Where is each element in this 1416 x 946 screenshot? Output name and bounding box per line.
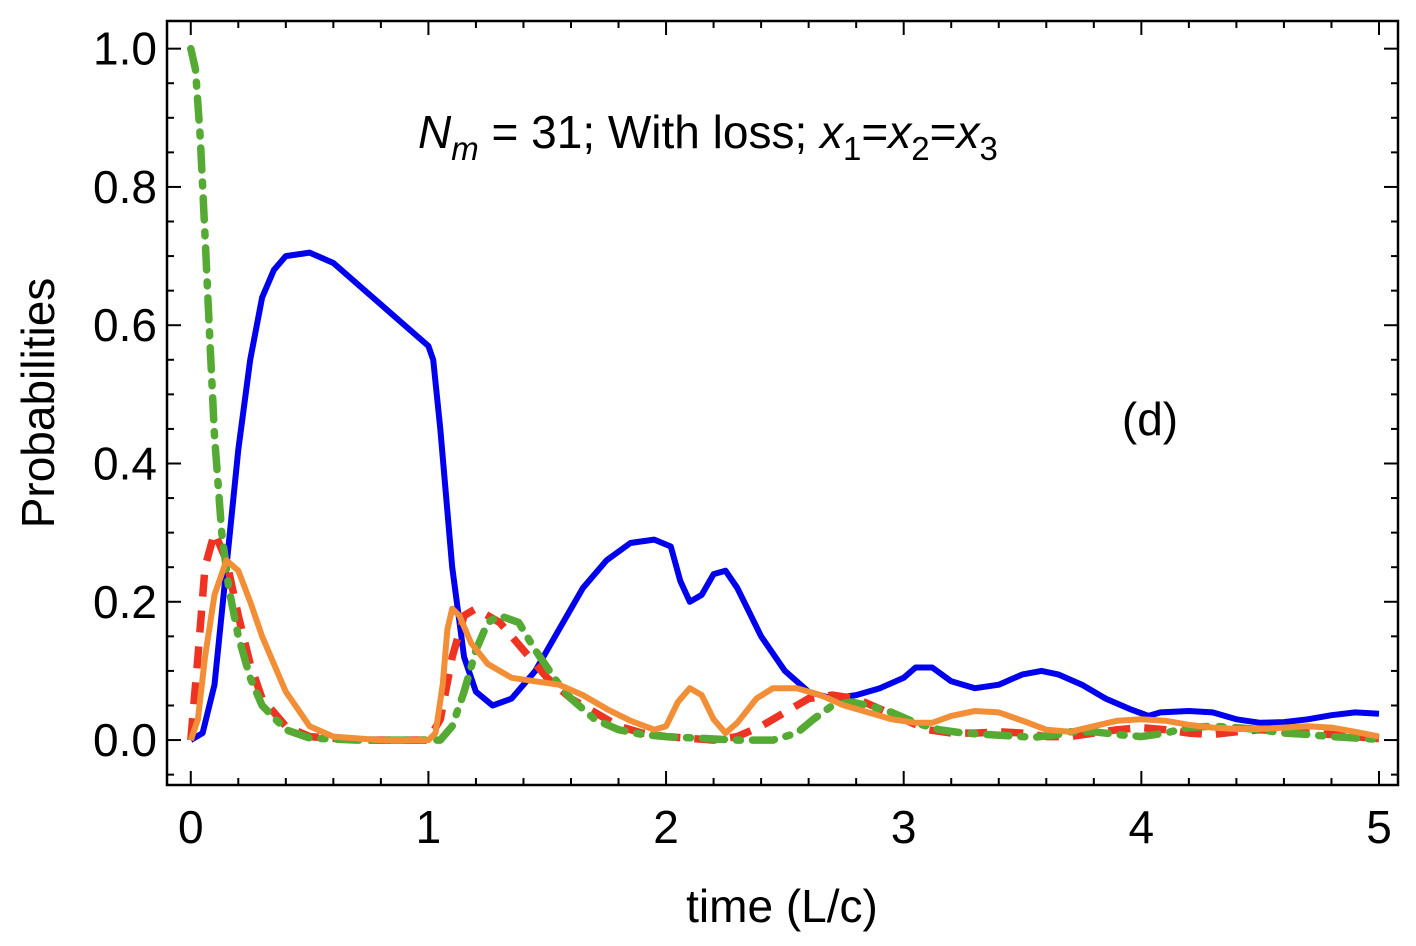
y-tick-label: 0.8 — [93, 161, 157, 213]
series-layer — [187, 44, 1383, 744]
x-tick-label: 2 — [653, 801, 679, 853]
annot-x1: x — [818, 106, 845, 158]
annot-x2: x — [886, 106, 913, 158]
series-orange-solid — [187, 557, 1380, 744]
x-tick-label: 4 — [1129, 801, 1155, 853]
annot-x3: x — [955, 106, 982, 158]
series-green-dashdot — [187, 44, 1383, 744]
annot-sub3: 3 — [980, 130, 998, 167]
x-tick-label: 5 — [1366, 801, 1392, 853]
annot-eq2: = — [930, 106, 957, 158]
y-tick-label: 0.6 — [93, 299, 157, 351]
y-tick-label: 0.2 — [93, 576, 157, 628]
series-blue-solid — [189, 249, 1380, 743]
plot-frame — [165, 19, 1400, 787]
panel-label: (d) — [1122, 393, 1178, 445]
annot-eq1: = — [861, 106, 888, 158]
annot-m-sub: m — [451, 130, 479, 167]
x-tick-label: 1 — [416, 801, 442, 853]
ticks-layer — [167, 21, 1398, 785]
y-tick-label: 0.4 — [93, 437, 157, 489]
x-tick-label: 0 — [178, 801, 204, 853]
annot-sub2: 2 — [911, 130, 929, 167]
y-tick-label: 0.0 — [93, 714, 157, 766]
annot-text: = 31; With loss; — [479, 106, 820, 158]
annot-sub1: 1 — [843, 130, 861, 167]
y-tick-label: 1.0 — [93, 23, 157, 75]
chart-annotation: Nm = 31; With loss; x1=x2=x3 — [418, 106, 998, 167]
x-tick-labels: 0 1 2 3 4 5 — [178, 801, 1392, 853]
x-axis-title: time (L/c) — [686, 880, 878, 932]
y-axis-title: Probabilities — [12, 278, 64, 529]
y-tick-labels: 0.0 0.2 0.4 0.6 0.8 1.0 — [93, 23, 157, 766]
annot-n: N — [418, 106, 452, 158]
x-tick-label: 3 — [891, 801, 917, 853]
